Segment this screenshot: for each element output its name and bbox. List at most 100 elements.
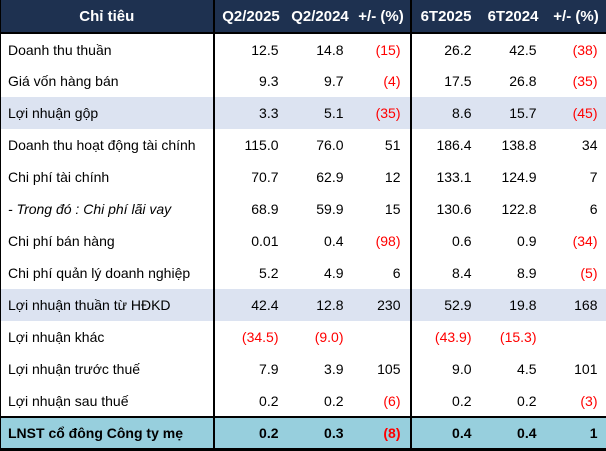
- cell-value: 0.2: [517, 392, 537, 409]
- cell-value: 9.7: [324, 73, 344, 89]
- cell-value: 5.1: [287, 97, 353, 129]
- cell-value: 168: [545, 289, 606, 321]
- cell-value: 133.1: [436, 169, 472, 185]
- cell-value: 26.8: [509, 73, 537, 89]
- cell-value: (6): [352, 385, 412, 417]
- cell-value: (4): [352, 65, 412, 97]
- row-label: - Trong đó : Chi phí lãi vay: [0, 193, 215, 225]
- cell-value: 115.0: [244, 137, 279, 153]
- table-row: Giá vốn hàng bán 9.3 9.7 (4) 17.5 26.8 (35): [0, 65, 606, 97]
- cell-value: 70.7: [251, 169, 279, 185]
- cell-value: 19.8: [480, 289, 546, 321]
- cell-value: (35): [352, 97, 412, 129]
- cell-value: (35): [572, 73, 598, 89]
- table-row: Lợi nhuận khác (34.5) (9.0) (43.9) (15.3): [0, 321, 606, 353]
- cell-value: (45): [545, 97, 606, 129]
- table-row: Lợi nhuận trước thuế 7.9 3.9 105 9.0 4.5 101: [0, 353, 606, 385]
- cell-value: 42.4: [213, 289, 288, 321]
- cell-value: (38): [572, 41, 598, 58]
- row-label: Doanh thu hoạt động tài chính: [0, 129, 215, 161]
- row-label: Doanh thu thuần: [0, 33, 215, 65]
- cell-value: 52.9: [410, 289, 481, 321]
- cell-value: 7.9: [259, 361, 279, 377]
- cell-value: 0.2: [452, 392, 472, 409]
- row-label: Chi phí quản lý doanh nghiệp: [0, 257, 215, 289]
- cell-value: 26.2: [444, 41, 472, 58]
- table-row: LNST cổ đông Công ty mẹ 0.2 0.3 (8) 0.4 0.4 1: [0, 416, 606, 449]
- cell-value: 15.7: [480, 97, 546, 129]
- column-header-criteria: Chỉ tiêu: [0, 0, 215, 34]
- table-row: Lợi nhuận gộp 3.3 5.1 (35) 8.6 15.7 (45): [0, 97, 606, 129]
- row-label: Lợi nhuận thuần từ HĐKD: [0, 289, 215, 321]
- table-row: Chi phí bán hàng 0.01 0.4 (98) 0.6 0.9 (34): [0, 225, 606, 257]
- cell-value: 105: [352, 353, 412, 385]
- cell-value: 101: [574, 361, 598, 377]
- cell-value: 17.5: [444, 73, 472, 89]
- cell-value: 3.9: [324, 361, 344, 377]
- cell-value: 6: [589, 201, 598, 217]
- cell-value: [546, 321, 606, 353]
- row-label: Lợi nhuận sau thuế: [0, 385, 215, 417]
- row-label: Giá vốn hàng bán: [0, 65, 215, 97]
- cell-value: 5.2: [259, 265, 279, 281]
- cell-value: 0.4: [480, 416, 546, 449]
- cell-value: [352, 321, 412, 353]
- cell-value: 34: [581, 137, 598, 153]
- cell-value: 42.5: [509, 41, 537, 58]
- column-header: +/- (%): [352, 0, 412, 34]
- cell-value: 12.5: [251, 41, 279, 58]
- row-label: Lợi nhuận khác: [0, 321, 215, 353]
- cell-value: 76.0: [316, 137, 344, 153]
- cell-value: 124.9: [501, 169, 537, 185]
- cell-value: 7: [589, 169, 598, 185]
- table-row: - Trong đó : Chi phí lãi vay 68.9 59.9 15 13…: [0, 193, 606, 225]
- row-label: Chi phí bán hàng: [0, 225, 215, 257]
- cell-value: (3): [580, 392, 598, 409]
- cell-value: 138.8: [501, 137, 537, 153]
- cell-value: 0.2: [324, 392, 344, 409]
- table-row: Chi phí tài chính 70.7 62.9 12 133.1 124.9 7: [0, 161, 606, 193]
- cell-value: 8.4: [452, 265, 472, 281]
- cell-value: 68.9: [251, 201, 279, 217]
- column-header: 6T2025: [410, 0, 481, 34]
- cell-value: (5): [580, 265, 598, 281]
- cell-value: (43.9): [434, 329, 472, 345]
- table-row: Doanh thu thuần 12.5 14.8 (15) 26.2 42.5 (38): [0, 33, 606, 65]
- table-body: Doanh thu thuần 12.5 14.8 (15) 26.2 42.5 (38) G…: [0, 33, 606, 449]
- cell-value: 62.9: [316, 169, 344, 185]
- cell-value: (8): [352, 416, 412, 449]
- row-label: Chi phí tài chính: [0, 161, 215, 193]
- table-row: Chi phí quản lý doanh nghiệp 5.2 4.9 6 8.4 8.…: [0, 257, 606, 289]
- cell-value: 15: [352, 193, 412, 225]
- column-header: Q2/2024: [287, 0, 353, 34]
- cell-value: 8.9: [517, 265, 537, 281]
- cell-value: 186.4: [436, 137, 472, 153]
- column-header: Q2/2025: [213, 0, 288, 34]
- cell-value: 51: [352, 129, 412, 161]
- table-row: Doanh thu hoạt động tài chính 115.0 76.0 51…: [0, 129, 606, 161]
- header-row: Chỉ tiêu Q2/2025 Q2/2024 +/- (%) 6T2025 6T202…: [0, 0, 606, 34]
- cell-value: 12.8: [287, 289, 353, 321]
- column-header: 6T2024: [480, 0, 546, 34]
- cell-value: 0.4: [410, 416, 481, 449]
- row-label: Lợi nhuận gộp: [0, 97, 215, 129]
- cell-value: 4.5: [517, 361, 537, 377]
- table-row: Lợi nhuận sau thuế 0.2 0.2 (6) 0.2 0.2 (3): [0, 385, 606, 417]
- cell-value: 0.9: [517, 233, 537, 249]
- cell-value: 0.6: [452, 233, 472, 249]
- cell-value: (34): [572, 233, 598, 249]
- row-label: LNST cổ đông Công ty mẹ: [0, 416, 215, 449]
- cell-value: 6: [352, 257, 412, 289]
- cell-value: 12: [352, 161, 412, 193]
- cell-value: 9.3: [259, 73, 279, 89]
- row-label: Lợi nhuận trước thuế: [0, 353, 215, 385]
- cell-value: (15): [352, 33, 412, 65]
- cell-value: 0.2: [213, 416, 288, 449]
- cell-value: 122.8: [501, 201, 537, 217]
- column-header: +/- (%): [545, 0, 606, 34]
- cell-value: (34.5): [241, 329, 279, 345]
- cell-value: 230: [352, 289, 412, 321]
- cell-value: 0.01: [251, 233, 279, 249]
